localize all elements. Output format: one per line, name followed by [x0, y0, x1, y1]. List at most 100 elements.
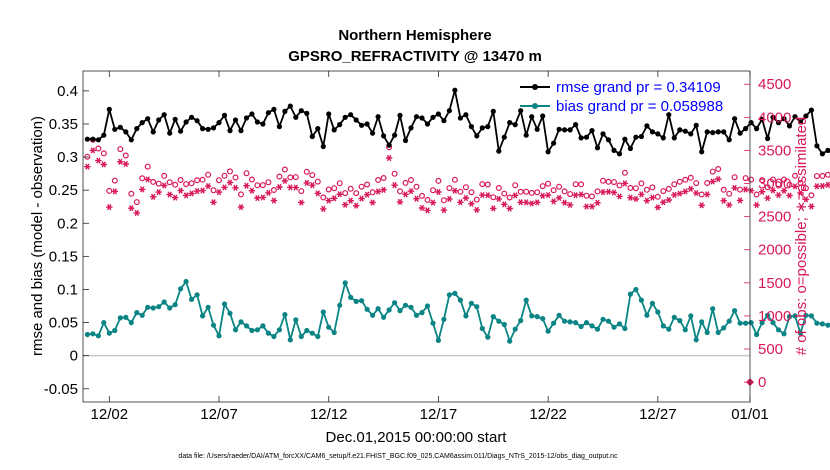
obs-possible-point [468, 189, 475, 196]
obs-assimilated-point [331, 195, 338, 202]
legend-rmse-label: rmse grand pr = 0.34109 [556, 79, 721, 96]
rmse-point [161, 112, 167, 118]
obs-assimilated-point [572, 192, 579, 199]
obs-assimilated-point [204, 183, 212, 190]
bias-point [660, 323, 666, 329]
obs-assimilated-point [709, 178, 716, 185]
obs-assimilated-point [221, 184, 228, 191]
obs-possible-point [616, 182, 623, 189]
obs-possible-point [797, 179, 804, 186]
bias-point [457, 297, 463, 303]
obs-possible-point [759, 177, 766, 184]
obs-possible-point [753, 191, 760, 198]
obs-assimilated-point [577, 191, 585, 198]
right-tick-label: 1500 [758, 275, 791, 292]
obs-possible-point [715, 166, 722, 173]
bias-point [545, 328, 551, 334]
bias-point [594, 326, 601, 332]
bias-point [474, 304, 480, 310]
obs-assimilated-point [342, 201, 349, 208]
obs-possible-point [199, 176, 206, 183]
obs-possible-point [720, 186, 727, 193]
rmse-point [759, 116, 765, 122]
obs-possible-point [161, 172, 168, 179]
bias-point [556, 312, 562, 318]
y-tick-label: 0.1 [57, 281, 78, 298]
rmse-point [101, 132, 107, 138]
bias-point [227, 310, 233, 316]
bias-point [732, 308, 738, 314]
obs-assimilated-point [742, 186, 749, 193]
bias-point [189, 296, 195, 302]
bias-point [359, 298, 365, 304]
obs-possible-point [649, 184, 656, 191]
y-tick-label: 0 [70, 348, 78, 365]
bias-point [578, 323, 584, 330]
obs-assimilated-point [550, 198, 557, 205]
obs-assimilated-point [534, 199, 541, 206]
rmse-point [353, 117, 359, 123]
rmse-point [512, 122, 518, 128]
obs-possible-point [287, 174, 294, 181]
rmse-point [638, 133, 645, 140]
obs-assimilated-point [435, 188, 442, 196]
obs-possible-point [654, 193, 661, 200]
bias-point [627, 291, 634, 297]
bias-point [326, 324, 332, 330]
bias-point [534, 314, 540, 320]
obs-possible-point [780, 176, 787, 183]
bias-point [775, 327, 782, 333]
obs-possible-point [627, 184, 634, 191]
bias-point [271, 333, 277, 340]
rmse-point [605, 137, 612, 143]
rmse-point [649, 129, 656, 135]
bias-point [238, 319, 244, 325]
obs-possible-point [347, 185, 354, 192]
obs-assimilated-point [429, 199, 437, 206]
obs-assimilated-point [100, 161, 107, 168]
obs-assimilated-point [687, 185, 694, 192]
bias-point [183, 278, 189, 285]
obs-assimilated-point [133, 209, 140, 216]
obs-possible-point [281, 166, 288, 173]
obs-assimilated-point [144, 176, 151, 183]
plot-area [83, 71, 750, 402]
bias-point [792, 313, 798, 319]
obs-assimilated-point [188, 190, 195, 197]
obs-possible-point [166, 179, 173, 186]
y-axis-label: rmse and bias (model - observation) [29, 116, 46, 356]
rmse-point [677, 127, 683, 133]
bias-point [243, 323, 250, 329]
bias-point [677, 318, 683, 324]
obs-assimilated-point [802, 196, 810, 203]
bias-point [562, 318, 568, 324]
obs-assimilated-point [468, 200, 475, 207]
obs-possible-point [128, 190, 135, 197]
obs-assimilated-point [462, 194, 470, 202]
bias-point [101, 320, 107, 326]
rmse-point [134, 126, 140, 132]
bias-point [468, 300, 474, 306]
bias-point [117, 315, 123, 321]
obs-assimilated-point [786, 192, 793, 199]
bias-point [392, 300, 398, 306]
y-axis-ticks: -0.05 0 0.05 0.1 0.15 0.2 0.25 0.3 0.35 0.4 [44, 83, 89, 398]
rmse-point [359, 122, 365, 128]
rmse-point [545, 149, 551, 155]
rmse-point [178, 128, 184, 134]
obs-possible-point [813, 173, 820, 180]
rmse-point [189, 114, 195, 120]
bias-point [381, 314, 387, 320]
rmse-point [704, 129, 710, 135]
obs-possible-point [561, 188, 568, 195]
obs-assimilated-point [813, 183, 821, 190]
rmse-point [435, 111, 441, 117]
bias-point [123, 314, 129, 320]
obs-assimilated-point [506, 205, 513, 212]
obs-assimilated-point [720, 197, 727, 204]
obs-possible-point [139, 175, 146, 182]
obs-assimilated-point [632, 195, 640, 203]
bias-point [90, 331, 96, 337]
rmse-point [754, 126, 760, 132]
